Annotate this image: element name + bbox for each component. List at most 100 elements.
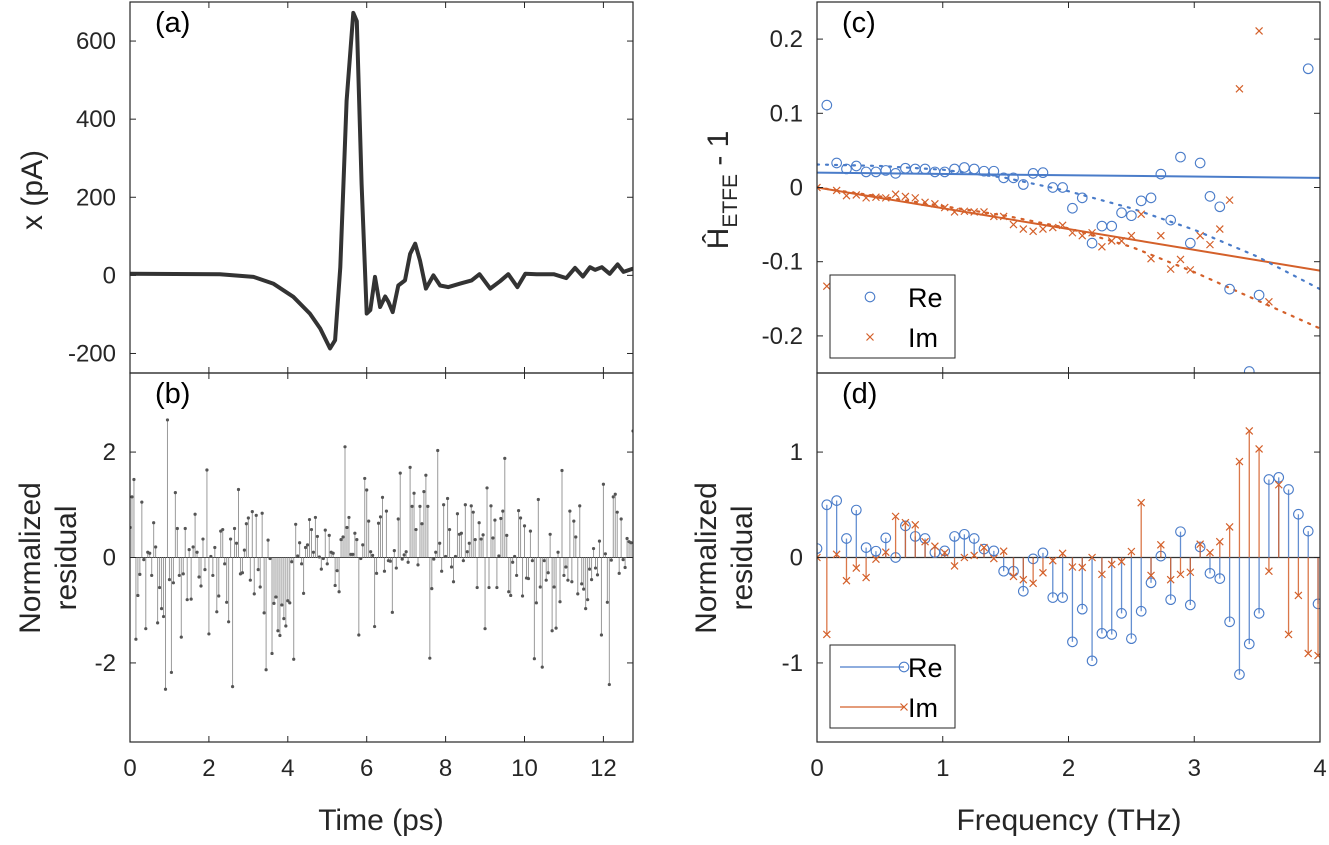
residual-marker bbox=[301, 591, 306, 595]
residual-marker bbox=[396, 517, 400, 521]
im-marker bbox=[1147, 571, 1155, 580]
residual-marker bbox=[455, 512, 460, 516]
im-point bbox=[891, 190, 900, 199]
residual-marker bbox=[562, 573, 566, 578]
residual-marker bbox=[345, 525, 349, 530]
im-marker bbox=[1097, 570, 1106, 579]
residual-marker bbox=[459, 531, 463, 535]
residual-marker bbox=[574, 535, 578, 539]
residual-marker bbox=[280, 603, 284, 607]
residual-marker bbox=[428, 656, 432, 660]
x-tick-label: 10 bbox=[511, 755, 538, 782]
im-marker bbox=[1039, 568, 1047, 577]
residual-marker bbox=[572, 519, 576, 523]
residual-marker bbox=[152, 521, 156, 525]
residual-marker bbox=[509, 593, 513, 598]
im-point bbox=[921, 198, 929, 207]
residual-marker bbox=[319, 567, 323, 571]
x-tick-label: 0 bbox=[123, 755, 136, 782]
residual-marker bbox=[211, 573, 215, 578]
residual-marker bbox=[278, 633, 282, 638]
residual-marker bbox=[558, 600, 562, 604]
residual-marker bbox=[601, 482, 606, 486]
y-tick-label: 200 bbox=[76, 184, 116, 211]
residual-marker bbox=[406, 560, 410, 564]
residual-marker bbox=[410, 504, 414, 508]
residual-marker bbox=[554, 626, 558, 630]
residual-marker bbox=[497, 554, 501, 558]
residual-marker bbox=[290, 560, 294, 564]
im-point bbox=[852, 190, 861, 199]
residual-marker bbox=[536, 497, 540, 502]
residual-marker bbox=[205, 468, 209, 472]
residual-marker bbox=[272, 601, 276, 605]
y-tick-label: 0.2 bbox=[770, 26, 803, 53]
residual-marker bbox=[207, 632, 211, 636]
residual-marker bbox=[515, 573, 519, 578]
x-tick-label: 2 bbox=[1062, 755, 1075, 782]
im-marker bbox=[862, 573, 871, 582]
residual-marker bbox=[175, 526, 179, 531]
residual-marker bbox=[339, 537, 343, 542]
residual-marker bbox=[475, 585, 479, 590]
residual-marker bbox=[400, 557, 404, 561]
panel-a-time-trace: -200 0 200 400 600 (a) bbox=[68, 1, 634, 374]
im-marker bbox=[940, 548, 949, 557]
re-point bbox=[919, 163, 931, 175]
residual-marker bbox=[491, 536, 495, 540]
re-point bbox=[959, 162, 970, 173]
ylabel-suffix: - 1 bbox=[702, 131, 735, 174]
residual-marker bbox=[144, 627, 148, 631]
re-point bbox=[880, 165, 892, 176]
y-tick-label: 0 bbox=[790, 545, 803, 572]
model-re-dotted-line bbox=[817, 163, 1320, 291]
residual-marker bbox=[341, 535, 345, 539]
residual-marker bbox=[130, 495, 134, 499]
residual-marker bbox=[286, 599, 290, 603]
im-point bbox=[822, 282, 831, 291]
im-marker bbox=[1009, 572, 1018, 581]
residual-marker bbox=[161, 614, 166, 619]
y-tick-label: -2 bbox=[95, 650, 116, 677]
im-marker bbox=[1088, 553, 1097, 562]
im-point bbox=[1156, 231, 1165, 240]
im-marker bbox=[832, 550, 841, 559]
residual-marker bbox=[530, 559, 535, 563]
residual-marker bbox=[540, 665, 544, 669]
re-point bbox=[1027, 168, 1039, 179]
residual-marker bbox=[191, 545, 195, 549]
panel-c-ylabel: ĤETFE - 1 bbox=[702, 131, 742, 250]
x-tick-label: 3 bbox=[1188, 755, 1201, 782]
im-marker bbox=[822, 630, 831, 639]
im-point bbox=[1186, 265, 1195, 274]
residual-marker bbox=[276, 629, 280, 633]
im-marker bbox=[960, 553, 969, 562]
re-marker bbox=[831, 495, 842, 506]
plot-area bbox=[130, 10, 633, 351]
x-tick-label: 8 bbox=[439, 755, 452, 782]
residual-marker bbox=[481, 533, 485, 537]
im-marker bbox=[970, 551, 979, 560]
panel-label: (c) bbox=[842, 7, 876, 39]
re-marker bbox=[1273, 472, 1285, 483]
re-marker bbox=[880, 532, 892, 544]
residual-marker bbox=[270, 651, 274, 656]
im-marker bbox=[842, 576, 851, 585]
residual-marker bbox=[451, 580, 456, 584]
residual-marker bbox=[181, 572, 185, 576]
im-point bbox=[1235, 84, 1244, 93]
residual-marker bbox=[167, 578, 172, 582]
re-marker bbox=[1096, 628, 1108, 639]
residual-marker bbox=[560, 468, 564, 473]
residual-marker bbox=[426, 504, 430, 508]
residual-marker bbox=[615, 510, 619, 514]
residual-marker bbox=[154, 545, 158, 549]
residual-marker bbox=[469, 504, 473, 508]
re-point bbox=[1253, 289, 1265, 301]
y-tick-label: 600 bbox=[76, 28, 116, 55]
residual-marker bbox=[232, 526, 237, 531]
legend-label: Re bbox=[908, 653, 943, 683]
residual-marker bbox=[213, 545, 217, 550]
re-point bbox=[1194, 157, 1206, 169]
residual-marker bbox=[516, 508, 521, 513]
